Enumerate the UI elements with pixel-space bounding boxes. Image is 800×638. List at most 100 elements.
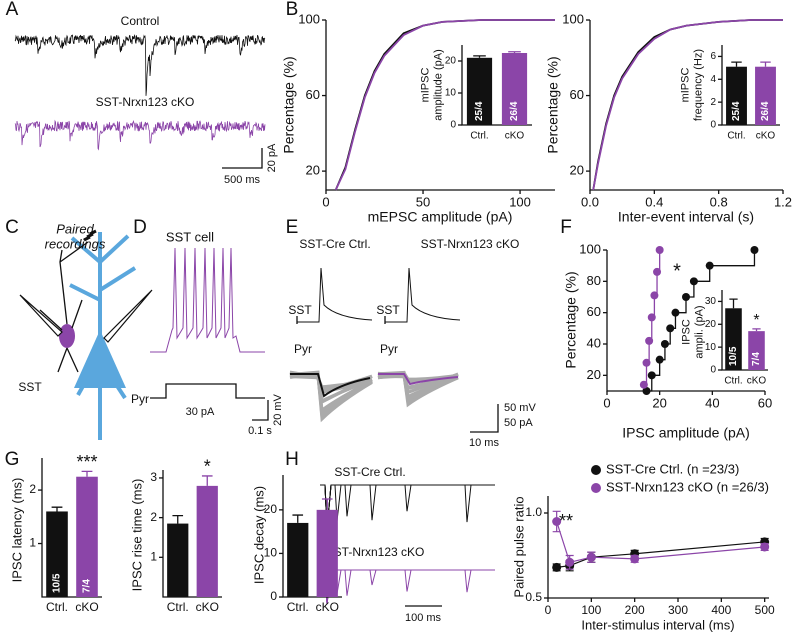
y-tick-label: 20	[445, 56, 457, 67]
panel-letter: G	[5, 449, 20, 470]
y-tick-label: 100	[298, 11, 320, 26]
point	[647, 313, 656, 322]
chart: 0.5 1.0 0 100 200 300 400 500 Inter-stimulus int…	[511, 461, 775, 632]
y-tick-label: 0	[710, 120, 716, 131]
y-tick-label: 1	[29, 536, 36, 550]
cell-label: Pyr	[294, 342, 312, 356]
panel-letter: H	[285, 449, 299, 470]
point	[671, 308, 680, 317]
significance: *	[753, 312, 759, 329]
scale-label: 0.1 s	[248, 425, 272, 437]
trace	[14, 34, 266, 96]
bar	[287, 522, 309, 597]
x-tick-label: 0.4	[645, 194, 663, 209]
y-tick-label: 20	[570, 163, 584, 178]
x-tick-label: 60	[758, 395, 772, 410]
n-label: 25/4	[474, 101, 485, 121]
legend-label: SST-Nrxn123 cKO (n =26/3)	[606, 479, 769, 494]
stimulus-label: 30 pA	[186, 406, 215, 418]
x-tick-label: Ctrl.	[287, 600, 309, 614]
point	[565, 557, 575, 567]
cell-label: Pyr	[380, 342, 398, 356]
x-axis-label: Inter-event interval (s)	[618, 209, 754, 225]
panel-letter: A	[6, 0, 19, 20]
y-tick-label: 60	[587, 304, 601, 319]
x-tick-label: cKO	[196, 600, 219, 614]
x-tick-label: 0.0	[581, 194, 599, 209]
y-tick-label: 0	[710, 365, 716, 376]
error-bar	[81, 470, 93, 477]
x-tick-label: cKO	[316, 600, 339, 614]
scale-label: 50 mV	[504, 402, 536, 414]
x-tick-label: cKO	[747, 376, 767, 387]
point	[645, 336, 654, 345]
scale-label: 500 ms	[224, 174, 261, 186]
n-label: 7/4	[82, 579, 93, 593]
condition-label: SST-Nrxn123 cKO	[326, 545, 425, 559]
bracket	[296, 316, 386, 324]
trace	[320, 484, 495, 531]
series-line	[334, 19, 555, 191]
x-tick-label: cKO	[756, 131, 776, 142]
scale-label: 100 ms	[405, 612, 442, 624]
scale-bar	[252, 400, 269, 421]
bar	[76, 476, 98, 597]
y-axis-label: Percentage (%)	[563, 271, 579, 368]
y-tick-label: 100	[562, 11, 584, 26]
point	[642, 387, 651, 395]
x-tick-label: 400	[711, 603, 731, 617]
bar	[466, 57, 493, 125]
point	[647, 371, 656, 380]
point	[630, 554, 640, 564]
y-tick-label: 0	[450, 120, 456, 131]
legend-marker	[591, 483, 601, 493]
x-axis-label: mEPSC amplitude (pA)	[368, 209, 513, 225]
x-axis-label: IPSC amplitude (pA)	[622, 425, 750, 441]
point	[689, 277, 698, 286]
significance: *	[204, 457, 211, 477]
error-bar	[752, 328, 761, 332]
x-tick-label: Ctrl.	[724, 376, 742, 387]
bar	[725, 308, 742, 370]
scale-bar	[222, 148, 263, 169]
y-tick-label: 1	[150, 549, 157, 563]
y-tick-label: 80	[587, 273, 601, 288]
trace	[377, 371, 459, 403]
axis-line	[589, 20, 783, 191]
y-tick-label: 20	[264, 502, 278, 516]
neuron-schematic	[19, 229, 153, 440]
x-tick-label: Ctrl.	[46, 600, 68, 614]
y-axis-label: IPSCampli. (pA)	[681, 305, 706, 358]
point	[660, 340, 669, 348]
bar	[316, 509, 338, 597]
trace	[150, 247, 265, 353]
n-label: 10/5	[52, 573, 63, 593]
y-tick-label: 40	[587, 335, 601, 350]
n-label: 25/4	[731, 101, 742, 121]
point	[750, 246, 759, 254]
n-label: 10/5	[728, 346, 739, 366]
panel-title: Paired recordings	[45, 222, 106, 252]
scale-label: 50 pA	[504, 417, 533, 429]
x-tick-label: 100	[581, 603, 601, 617]
trace-label: Control	[121, 14, 160, 28]
y-tick-label: 0	[270, 589, 277, 603]
trace-label: SST-Nrxn123 cKO	[96, 95, 195, 109]
panel-letter: D	[133, 217, 147, 238]
y-axis-label: IPSC decay (ms)	[251, 486, 266, 584]
point	[655, 246, 664, 254]
bar	[755, 66, 776, 125]
y-axis-label: IPSC rise time (ms)	[129, 479, 144, 592]
trace	[290, 373, 371, 398]
bar	[501, 53, 528, 125]
y-axis-label: mIPSCfrequency (Hz)	[680, 49, 705, 121]
panel-letter: B	[286, 0, 299, 20]
bar	[748, 331, 765, 370]
point	[666, 324, 675, 333]
point	[642, 358, 651, 367]
x-tick-label: Ctrl.	[167, 600, 189, 614]
axis-line	[547, 496, 769, 599]
bar	[196, 485, 218, 597]
condition-label: SST-Cre Ctrl.	[299, 237, 370, 251]
error-bar	[201, 475, 213, 486]
